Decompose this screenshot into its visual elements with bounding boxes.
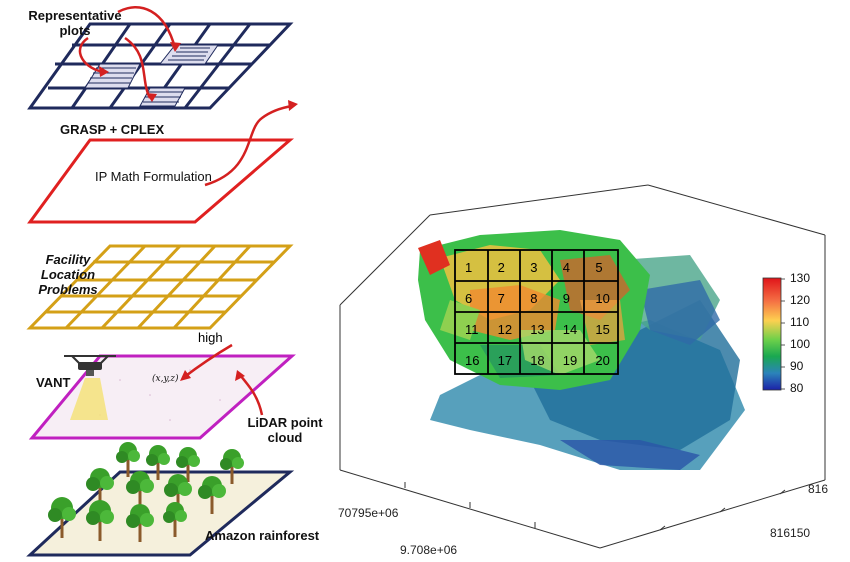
colorbar-ticks [781, 278, 785, 390]
grid-cell-label: 13 [530, 322, 544, 337]
x-axis-label-bottom: 9.708e+06 [400, 543, 458, 557]
grid-cell-label: 15 [595, 322, 609, 337]
grid-cell-label: 17 [498, 353, 512, 368]
high-label: high [198, 330, 223, 345]
representative-plots-label: Representative plots [28, 8, 122, 38]
facility-location-grid [26, 244, 294, 330]
grid-cell-label: 1 [465, 260, 472, 275]
y-axis-label-right-top: 816 [808, 482, 829, 496]
lidar-arrow-head [235, 370, 245, 381]
vant-label: VANT [36, 375, 71, 390]
xyz-label: (x,y,z) [152, 374, 179, 384]
tree-icons [48, 442, 244, 542]
facility-location-label: Facility Location Problems [38, 252, 98, 297]
axis-box [339, 184, 826, 549]
grasp-cplex-label: GRASP + CPLEX [60, 122, 165, 137]
colorbar-tick-100: 100 [790, 337, 811, 351]
grid-cell-label: 12 [498, 322, 512, 337]
grid-cell-label: 8 [530, 291, 537, 306]
arrow-heads [99, 42, 181, 102]
grid-cell-label: 20 [595, 353, 609, 368]
grid-cell-label: 6 [465, 291, 472, 306]
grid-cell-label: 2 [498, 260, 505, 275]
colorbar-tick-110: 110 [790, 315, 810, 329]
point-cloud [418, 230, 745, 470]
grid-cell-label: 14 [563, 322, 577, 337]
ip-arrow-head [288, 100, 298, 111]
grid-cell-label: 5 [595, 260, 602, 275]
plot-cell-grid [454, 249, 619, 375]
colorbar [762, 277, 782, 391]
ip-up-arrow [204, 104, 293, 187]
grid-cell-label: 7 [498, 291, 505, 306]
grid-cell-label: 9 [563, 291, 570, 306]
y-axis-label-right-bottom: 816150 [770, 526, 811, 540]
grid-cell-label: 10 [595, 291, 609, 306]
axis-ticks [404, 482, 786, 531]
colorbar-tick-80: 80 [790, 381, 804, 395]
lidar-arrow [239, 374, 264, 416]
colorbar-tick-120: 120 [790, 293, 811, 307]
grid-cell-label: 11 [465, 322, 479, 337]
drone-icon [64, 355, 116, 420]
ip-math-label: IP Math Formulation [95, 169, 212, 184]
colorbar-tick-90: 90 [790, 359, 804, 373]
lidar-label: LiDAR point cloud [247, 415, 323, 445]
x-axis-label-left: 70795e+06 [338, 506, 399, 520]
grid-cell-label: 19 [563, 353, 577, 368]
grid-cell-label: 16 [465, 353, 479, 368]
amazon-label: Amazon rainforest [205, 528, 320, 543]
grid-cell-label: 18 [530, 353, 544, 368]
grid-cell-label: 4 [563, 260, 570, 275]
ip-math-plane [27, 138, 295, 224]
layers-diagram [26, 6, 298, 557]
grid-cell-label: 3 [530, 260, 537, 275]
colorbar-tick-130: 130 [790, 271, 811, 285]
high-arrow-head [180, 370, 191, 381]
